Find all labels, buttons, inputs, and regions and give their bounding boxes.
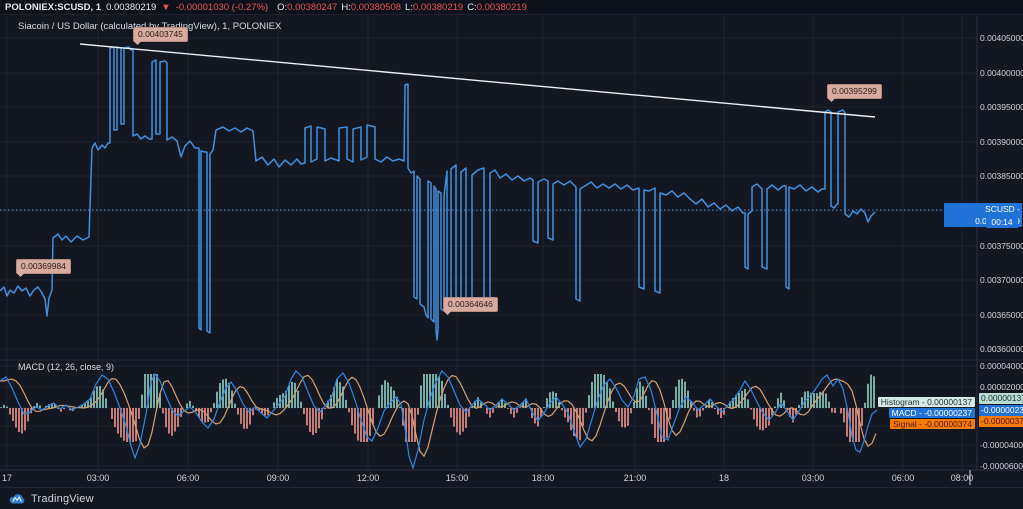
axis-price-label: 0.00365000 — [980, 310, 1023, 320]
macd-legend-row: Histogram - 0.00000137 — [877, 397, 975, 407]
axis-price-label: 0.00395000 — [980, 102, 1023, 112]
last-price: 0.00380219 — [106, 1, 157, 13]
axis-price-label: 0.00360000 — [980, 344, 1023, 354]
symbol-info-bar: POLONIEX:SCUSD, 1 0.00380219 ▼ -0.000010… — [0, 0, 1023, 15]
axis-price-label: 0.00385000 — [980, 171, 1023, 181]
macd-legend-row: Signal - -0.00000374 — [890, 419, 975, 429]
time-axis-label: 12:00 — [356, 473, 380, 483]
ohlc-pair: H:0.00380508 — [341, 1, 402, 13]
price-change: -0.00001030 (-0.27%) — [175, 1, 269, 13]
time-axis-label: 18:00 — [531, 473, 555, 483]
price-label-annotation[interactable]: 0.00364646 — [443, 297, 498, 312]
time-axis-label: 09:00 — [266, 473, 290, 483]
macd-axis-value-tag: 0.00000137 — [979, 393, 1023, 404]
price-line-series — [0, 46, 876, 341]
axis-price-label: 0.00002000 — [980, 382, 1023, 392]
tradingview-logo-icon[interactable] — [8, 492, 26, 505]
time-axis-label: 15:00 — [445, 473, 469, 483]
axis-price-label: -0.00006000 — [980, 461, 1023, 471]
ohlc-pair: O:0.00380247 — [277, 1, 338, 13]
bar-countdown-tag: 00:14 — [986, 216, 1018, 228]
axis-price-label: 0.00370000 — [980, 275, 1023, 285]
time-axis-label: 17 — [1, 473, 13, 483]
ohlc-pair: L:0.00380219 — [405, 1, 464, 13]
time-axis-label: 21:00 — [623, 473, 647, 483]
tradingview-brand-label[interactable]: TradingView — [31, 492, 94, 505]
time-axis-label: 06:00 — [176, 473, 200, 483]
time-axis-label: 03:00 — [801, 473, 825, 483]
macd-legend-row: MACD - -0.00000237 — [888, 408, 975, 418]
ohlc-values: O:0.00380247 H:0.00380508 L:0.00380219 C:0.… — [273, 2, 527, 13]
time-axis-label: 08:00 — [950, 473, 974, 483]
symbol-title[interactable]: POLONIEX:SCUSD, 1 — [5, 1, 102, 13]
axis-price-label: 0.00004000 — [980, 361, 1023, 371]
axis-price-label: 0.00375000 — [980, 241, 1023, 251]
price-label-annotation[interactable]: 0.00403745 — [133, 27, 188, 42]
macd-signal-line — [0, 374, 877, 458]
macd-indicator-title[interactable]: MACD (12, 26, close, 9) — [18, 362, 115, 372]
ohlc-pair: C:0.00380219 — [467, 1, 527, 13]
axis-price-label: 0.00390000 — [980, 137, 1023, 147]
macd-axis-value-tag: -0.00000374 — [979, 416, 1023, 427]
time-axis-label: 03:00 — [86, 473, 110, 483]
macd-axis-value-tag: -0.00000237 — [979, 404, 1023, 416]
price-label-annotation[interactable]: 0.00395299 — [827, 84, 882, 99]
trendline-drawing[interactable] — [79, 43, 876, 118]
axis-price-label: 0.00405000 — [980, 33, 1023, 43]
footer-bar: TradingView — [0, 487, 1023, 509]
macd-line — [0, 370, 878, 471]
axis-price-label: -0.00004000 — [980, 440, 1023, 450]
price-label-annotation[interactable]: 0.00369984 — [16, 259, 71, 274]
down-arrow-icon: ▼ — [161, 1, 171, 13]
macd-legend: Histogram - 0.00000137 MACD - -0.00000237… — [877, 397, 975, 429]
axis-price-label: 0.00400000 — [980, 68, 1023, 78]
time-axis-label: 06:00 — [891, 473, 915, 483]
time-axis-label: 18 — [718, 473, 730, 483]
